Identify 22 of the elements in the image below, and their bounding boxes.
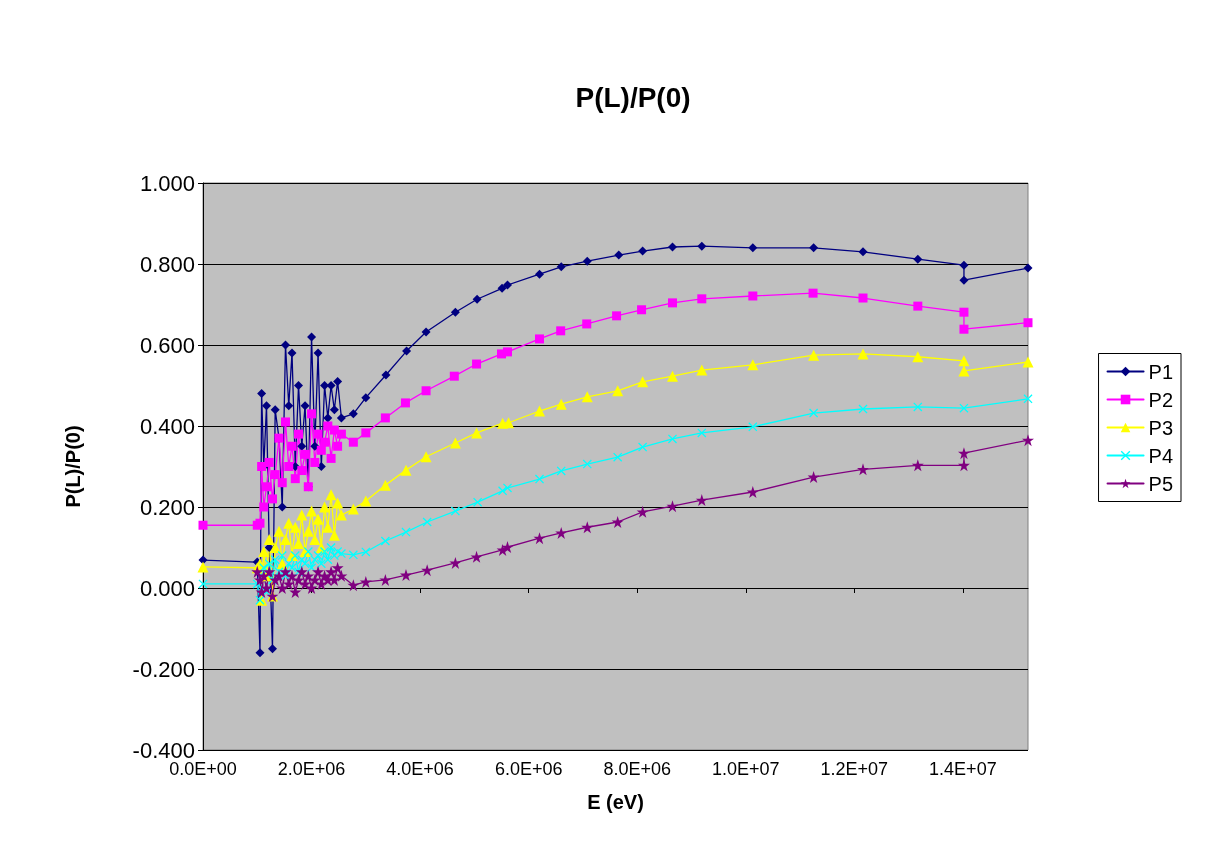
y-tick-label: -0.200 bbox=[132, 656, 195, 682]
x-tick-label: 6.0E+06 bbox=[494, 759, 563, 779]
x-tick-label: 1.4E+07 bbox=[929, 759, 997, 779]
legend-label: P5 bbox=[1148, 472, 1174, 495]
x-tick-label: 1.2E+07 bbox=[820, 759, 889, 779]
legend-label: P1 bbox=[1148, 360, 1174, 383]
x-axis-title: E (eV) bbox=[587, 791, 644, 813]
y-axis-title: P(L)/P(0) bbox=[62, 425, 84, 508]
legend-label: P2 bbox=[1148, 388, 1174, 411]
x-tick-label: 4.0E+06 bbox=[386, 759, 454, 779]
y-tick-label: 0.400 bbox=[139, 413, 195, 439]
y-tick-label: 0.200 bbox=[139, 494, 195, 520]
legend-label: P3 bbox=[1148, 416, 1174, 439]
chart-title: P(L)/P(0) bbox=[575, 81, 691, 113]
y-tick-label: 0.800 bbox=[139, 251, 195, 277]
y-tick-label: 1.000 bbox=[139, 170, 195, 196]
x-tick-label: 1.0E+07 bbox=[711, 759, 780, 779]
y-tick-label: 0.600 bbox=[139, 332, 195, 358]
y-tick-label: 0.000 bbox=[139, 575, 195, 601]
x-tick-label: 2.0E+06 bbox=[277, 759, 346, 779]
x-tick-label: 8.0E+06 bbox=[603, 759, 671, 779]
legend-label: P4 bbox=[1148, 444, 1174, 467]
